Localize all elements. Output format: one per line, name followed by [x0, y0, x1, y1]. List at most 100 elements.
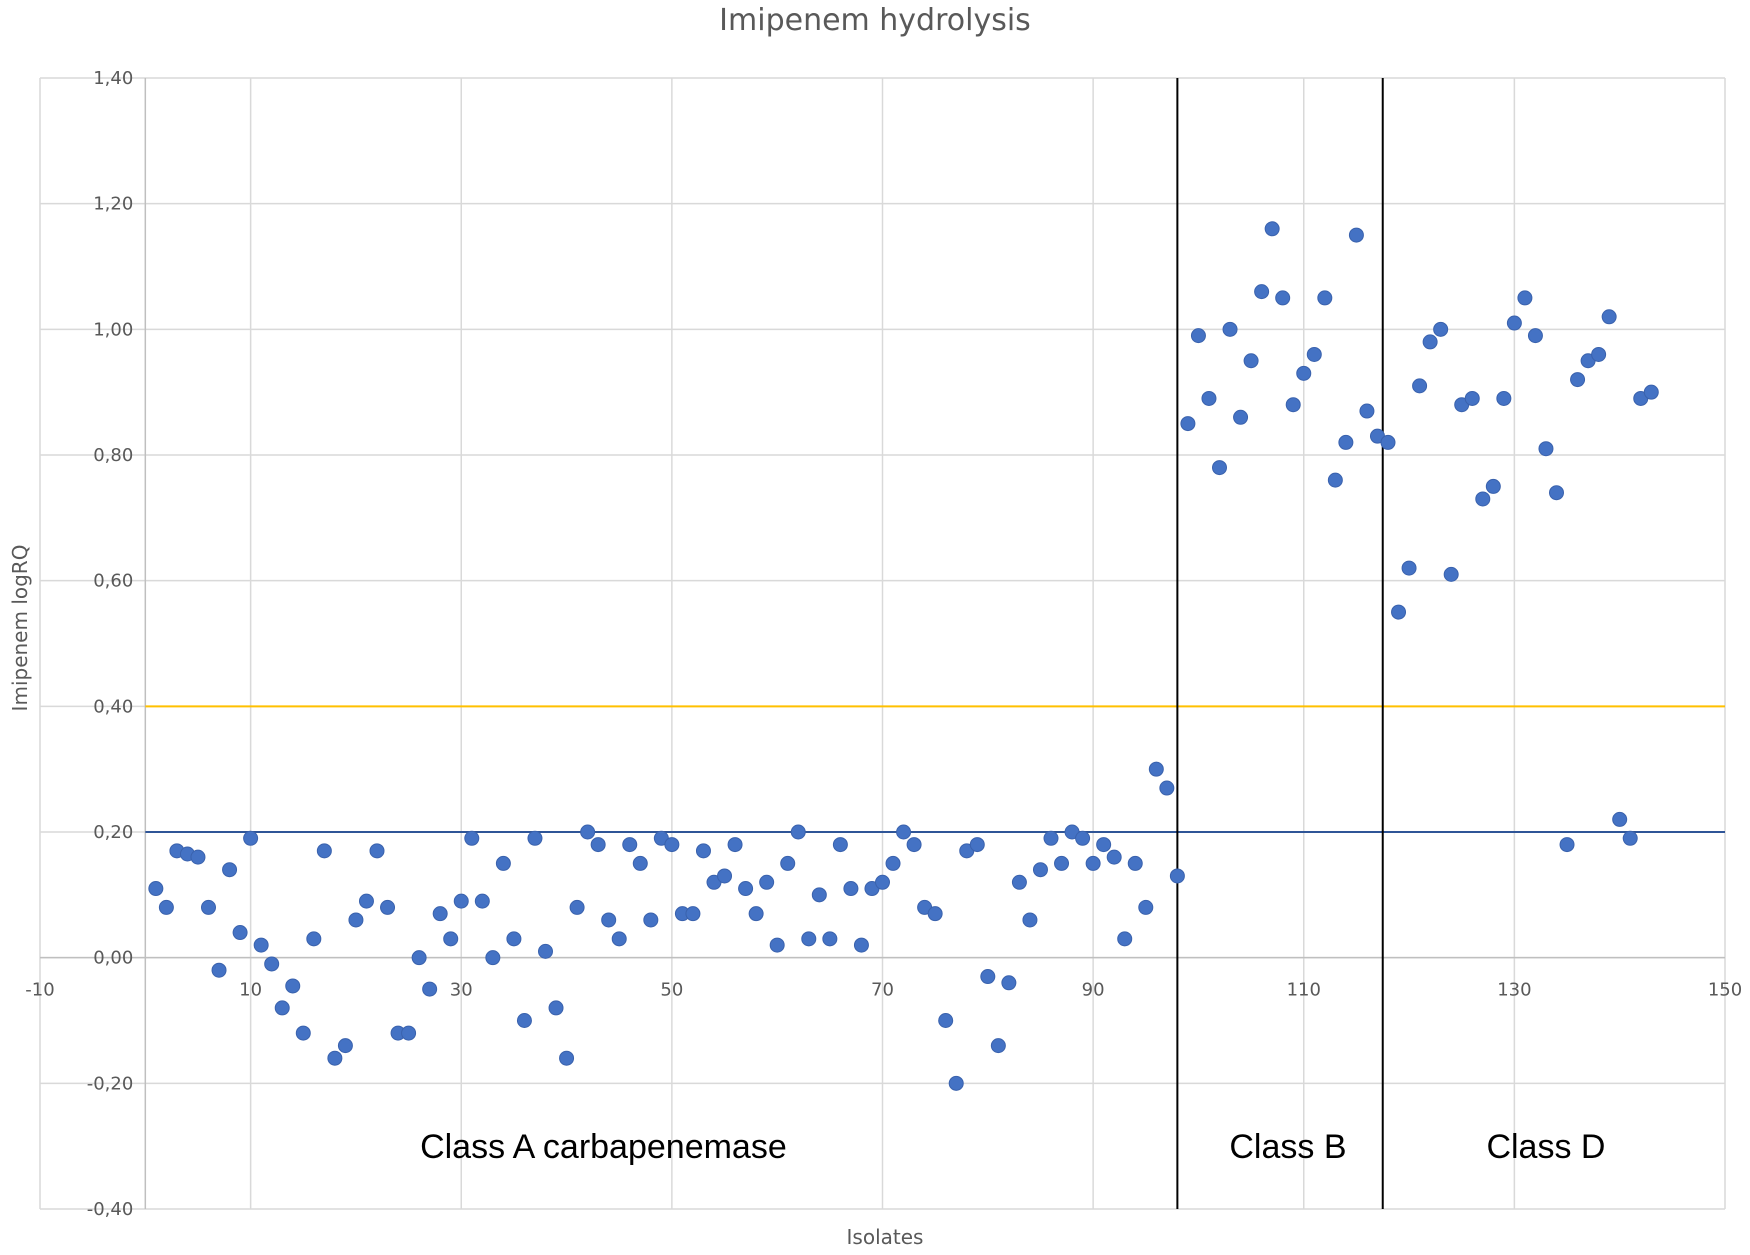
data-point	[1159, 780, 1175, 796]
data-point	[348, 912, 364, 928]
x-tick-labels: -10 10 30 50 70 90 110 130 150	[25, 980, 1742, 1001]
x-tick-label: 150	[1708, 980, 1742, 1001]
data-point	[559, 1050, 575, 1066]
data-point	[1317, 290, 1333, 306]
data-point	[1433, 321, 1449, 337]
y-tick-label: 1,40	[93, 68, 133, 89]
data-point	[548, 1000, 564, 1016]
data-point	[495, 855, 511, 871]
data-point	[1169, 868, 1185, 884]
y-tick-label: 1,20	[93, 194, 133, 215]
data-point	[1485, 478, 1501, 494]
data-point	[1201, 390, 1217, 406]
class-dividers	[1176, 78, 1384, 1209]
data-point	[443, 931, 459, 947]
data-point	[1359, 403, 1375, 419]
x-tick-label: 130	[1497, 980, 1531, 1001]
data-point	[1243, 353, 1259, 369]
data-point	[1022, 912, 1038, 928]
data-point	[316, 843, 332, 859]
data-point	[516, 1013, 532, 1028]
data-point	[1011, 874, 1027, 890]
data-point	[938, 1013, 954, 1028]
data-point	[1612, 811, 1628, 827]
data-point	[1527, 328, 1543, 344]
data-point	[1190, 328, 1206, 344]
data-point	[843, 881, 859, 897]
data-point	[811, 887, 827, 903]
data-point	[1085, 855, 1101, 871]
data-point	[622, 837, 638, 853]
data-point	[1348, 227, 1364, 243]
data-point	[327, 1050, 343, 1066]
data-point	[1517, 290, 1533, 306]
data-point	[685, 906, 701, 922]
data-point	[432, 906, 448, 922]
data-point	[1412, 378, 1428, 394]
data-point	[590, 837, 606, 853]
data-point	[369, 843, 385, 859]
data-point	[990, 1038, 1006, 1054]
data-point	[948, 1075, 964, 1091]
data-point	[453, 893, 469, 909]
data-point	[222, 862, 238, 878]
data-point	[538, 943, 553, 959]
data-point	[274, 1000, 290, 1016]
data-point	[1601, 309, 1617, 325]
data-point	[358, 893, 374, 909]
data-point	[727, 837, 743, 853]
data-point	[664, 837, 680, 853]
data-point	[601, 912, 617, 928]
data-point	[1180, 416, 1196, 432]
x-tick-label: 70	[871, 980, 894, 1001]
data-point	[896, 824, 912, 840]
data-point	[1338, 434, 1354, 450]
data-point	[1296, 365, 1312, 381]
x-axis-title: Isolates	[847, 1225, 924, 1249]
region-labels: Class A carbapenemase Class B Class D	[420, 1128, 1605, 1166]
data-point	[474, 893, 490, 909]
data-point	[853, 937, 869, 953]
data-point	[759, 874, 775, 890]
y-tick-label: -0,40	[87, 1199, 134, 1220]
data-point	[1096, 837, 1112, 853]
data-points	[148, 221, 1659, 1091]
data-point	[1264, 221, 1280, 237]
data-point	[1222, 321, 1238, 337]
data-point	[337, 1038, 353, 1054]
data-point	[306, 931, 322, 947]
data-point	[906, 837, 922, 853]
data-point	[1506, 315, 1522, 331]
data-point	[1475, 491, 1491, 507]
data-point	[1233, 409, 1249, 425]
data-point	[201, 899, 216, 915]
y-tick-label: 1,00	[93, 319, 133, 340]
data-point	[1127, 855, 1143, 871]
chart-title: Imipenem hydrolysis	[719, 3, 1031, 38]
data-point	[1643, 384, 1659, 400]
data-point	[1391, 604, 1407, 620]
region-label: Class B	[1229, 1128, 1346, 1166]
y-tick-label: 0,20	[93, 822, 133, 843]
data-point	[285, 978, 301, 994]
data-point	[738, 881, 754, 897]
data-point	[1622, 830, 1638, 846]
y-tick-label: 0,00	[93, 948, 133, 969]
data-point	[401, 1025, 417, 1041]
data-point	[1254, 284, 1270, 300]
x-tick-label: 110	[1287, 980, 1321, 1001]
data-point	[1538, 441, 1554, 457]
data-point	[695, 843, 711, 859]
data-point	[1138, 899, 1154, 915]
data-point	[969, 837, 985, 853]
data-point	[1148, 761, 1164, 777]
data-point	[790, 824, 806, 840]
data-point	[580, 824, 596, 840]
x-tick-label: 10	[239, 980, 262, 1001]
data-point	[1559, 837, 1575, 853]
data-point	[1275, 290, 1291, 306]
y-tick-label: 0,60	[93, 571, 133, 592]
data-point	[527, 830, 543, 846]
data-point	[1591, 346, 1607, 362]
